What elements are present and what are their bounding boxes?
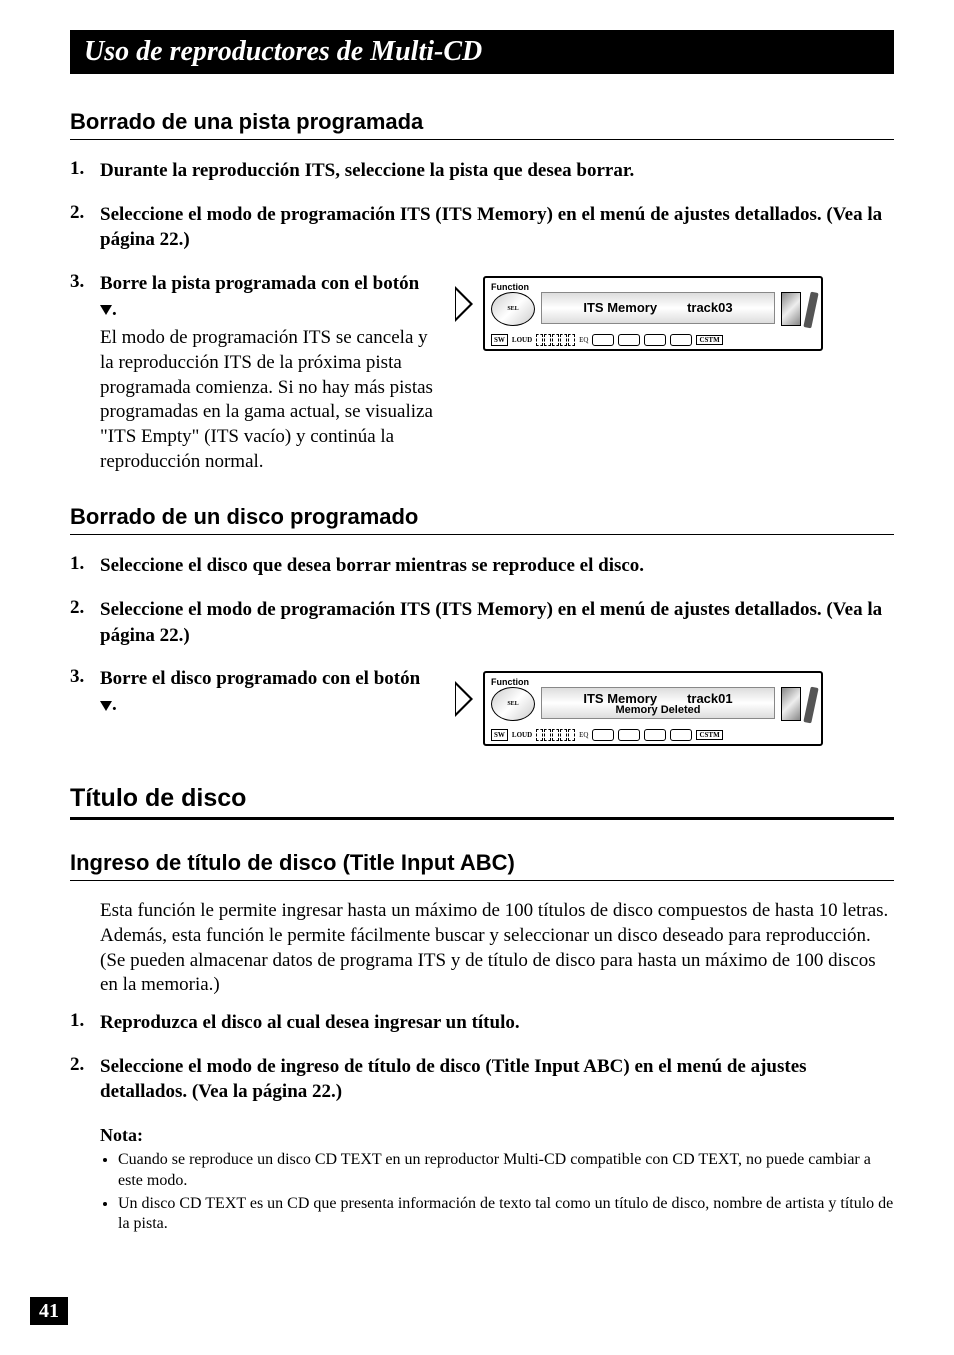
step-number: 3. xyxy=(70,666,100,746)
step-1-1: 1. Durante la reproducción ITS, seleccio… xyxy=(70,158,894,184)
cstm-label: CSTM xyxy=(696,335,722,345)
eq-bars-icon xyxy=(536,334,575,346)
lcd-text-right: track03 xyxy=(687,300,733,315)
step-number: 1. xyxy=(70,1010,100,1036)
curve-icon xyxy=(670,334,692,346)
pen-icon xyxy=(803,291,818,328)
nota-item: Cuando se reproduce un disco CD TEXT en … xyxy=(118,1150,894,1192)
step-1-3: 3. Borre la pista programada con el botó… xyxy=(70,271,894,474)
down-triangle-icon xyxy=(100,701,112,711)
step-text: Durante la reproducción ITS, seleccione … xyxy=(100,158,894,184)
pen-icon xyxy=(803,687,818,724)
function-label: Function xyxy=(491,677,815,687)
step-3-1: 1. Reproduzca el disco al cual desea ing… xyxy=(70,1010,894,1036)
eq-label: EQ xyxy=(579,731,588,739)
step-number: 1. xyxy=(70,158,100,184)
step-number: 1. xyxy=(70,553,100,579)
eq-label: EQ xyxy=(579,336,588,344)
step-text: Seleccione el modo de programación ITS (… xyxy=(100,597,894,648)
curve-icon xyxy=(592,334,614,346)
cstm-label: CSTM xyxy=(696,730,722,740)
chapter-banner: Uso de reproductores de Multi-CD xyxy=(70,30,894,74)
selector-wheel-icon: SEL xyxy=(491,292,535,326)
page-number: 41 xyxy=(30,1297,68,1325)
lcd-display-1: Function SEL ITS Memory track03 xyxy=(483,276,823,351)
eq-bars-icon xyxy=(536,729,575,741)
step-text: Seleccione el modo de programación ITS (… xyxy=(100,202,894,253)
step-text: Borre la pista programada con el botón . xyxy=(100,271,435,322)
lcd-text-sub: Memory Deleted xyxy=(616,704,701,716)
step-number: 3. xyxy=(70,271,100,474)
down-triangle-icon xyxy=(100,305,112,315)
curve-icon xyxy=(644,729,666,741)
step-2-1: 1. Seleccione el disco que desea borrar … xyxy=(70,553,894,579)
section-title-titulo-disco: Título de disco xyxy=(70,784,894,820)
step-2-3: 3. Borre el disco programado con el botó… xyxy=(70,666,894,746)
step-number: 2. xyxy=(70,202,100,253)
sw-label: SW xyxy=(491,334,508,346)
step-text: Borre el disco programado con el botón . xyxy=(100,666,435,717)
nota-label: Nota: xyxy=(100,1125,894,1146)
curve-icon xyxy=(618,729,640,741)
step-text: Seleccione el disco que desea borrar mie… xyxy=(100,553,894,579)
subsection-title-borrado-disco: Borrado de un disco programado xyxy=(70,504,894,535)
curve-icon xyxy=(618,334,640,346)
loud-label: LOUD xyxy=(512,336,532,344)
step-1-2: 2. Seleccione el modo de programación IT… xyxy=(70,202,894,253)
curve-icon xyxy=(670,729,692,741)
lcd-screen: ITS Memory track03 xyxy=(541,292,775,324)
lcd-display-2: Function SEL ITS Memory track01 Memory D… xyxy=(483,671,823,746)
pointer-triangle-icon xyxy=(455,286,473,322)
step-description: El modo de programación ITS se cancela y… xyxy=(100,326,435,474)
step-number: 2. xyxy=(70,1054,100,1105)
nota-list: Cuando se reproduce un disco CD TEXT en … xyxy=(100,1150,894,1235)
step-3-2: 2. Seleccione el modo de ingreso de títu… xyxy=(70,1054,894,1105)
function-label: Function xyxy=(491,282,815,292)
selector-wheel-icon: SEL xyxy=(491,687,535,721)
sw-label: SW xyxy=(491,729,508,741)
step-number: 2. xyxy=(70,597,100,648)
lcd-side-icon xyxy=(781,292,801,326)
loud-label: LOUD xyxy=(512,731,532,739)
lcd-side-icon xyxy=(781,687,801,721)
step-text: Reproduzca el disco al cual desea ingres… xyxy=(100,1010,894,1036)
nota-item: Un disco CD TEXT es un CD que presenta i… xyxy=(118,1194,894,1236)
lcd-text-left: ITS Memory xyxy=(583,300,657,315)
step-text: Seleccione el modo de ingreso de título … xyxy=(100,1054,894,1105)
curve-icon xyxy=(592,729,614,741)
subsection-title-borrado-pista: Borrado de una pista programada xyxy=(70,109,894,140)
subsection-title-ingreso-titulo: Ingreso de título de disco (Title Input … xyxy=(70,850,894,881)
intro-paragraph: Esta función le permite ingresar hasta u… xyxy=(100,899,894,998)
curve-icon xyxy=(644,334,666,346)
step-2-2: 2. Seleccione el modo de programación IT… xyxy=(70,597,894,648)
lcd-screen: ITS Memory track01 Memory Deleted xyxy=(541,687,775,719)
pointer-triangle-icon xyxy=(455,681,473,717)
